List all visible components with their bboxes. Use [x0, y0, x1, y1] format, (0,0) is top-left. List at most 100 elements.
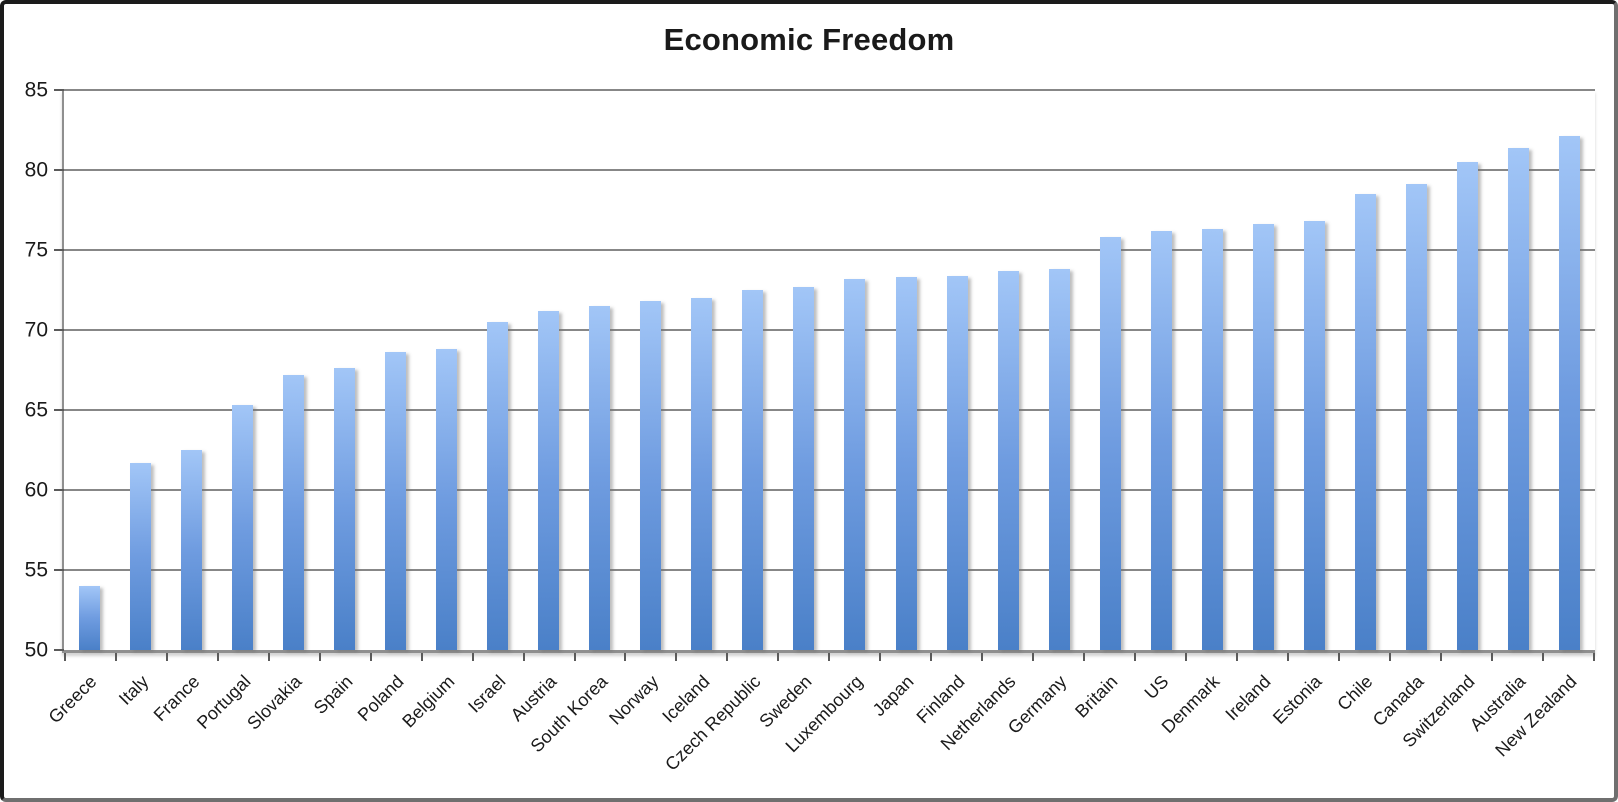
bar-column [1238, 90, 1289, 650]
x-axis-label: Britain [1071, 671, 1122, 722]
bar [1456, 162, 1478, 650]
x-axis-labels: Greece Italy France Portugal Slovakia Spain Po… [45, 664, 1593, 794]
x-axis-tick [675, 653, 678, 661]
x-axis-label: Belgium [398, 671, 459, 732]
y-axis-tick-label: 65 [24, 398, 48, 422]
bar [385, 352, 407, 650]
x-axis-label: Spain [309, 671, 357, 718]
bar [1252, 224, 1274, 650]
bar-column [421, 90, 472, 650]
x-axis-tick [573, 653, 576, 661]
x-axis-tick [1439, 653, 1442, 661]
x-axis-tick [1592, 653, 1595, 661]
x-axis-tick [267, 653, 270, 661]
bar [334, 368, 356, 650]
bar [181, 450, 203, 650]
bar-column [1187, 90, 1238, 650]
bar-column [217, 90, 268, 650]
gridline [64, 489, 1595, 491]
bar-column [1085, 90, 1136, 650]
bar-column [727, 90, 778, 650]
x-axis-label: Chile [1333, 671, 1377, 715]
bar-column [574, 90, 625, 650]
bar-column [778, 90, 829, 650]
bar [232, 405, 254, 650]
bar [1150, 230, 1172, 650]
x-axis-tick [420, 653, 423, 661]
gridline [64, 329, 1595, 331]
y-axis-tick-label: 50 [24, 638, 48, 662]
x-axis-tick [624, 653, 627, 661]
x-axis-label: Czech Republic [661, 671, 765, 775]
bar [895, 277, 917, 650]
y-axis-tick-label: 85 [24, 78, 48, 102]
bar-column [64, 90, 115, 650]
y-axis-tick [54, 409, 64, 411]
plot-area [54, 89, 1595, 661]
bar [844, 278, 866, 650]
x-axis-tick [216, 653, 219, 661]
bar [742, 290, 764, 650]
x-axis-tick [1337, 653, 1340, 661]
y-axis-tick-label: 75 [24, 238, 48, 262]
x-axis-tick [828, 653, 831, 661]
y-axis-tick-label: 60 [24, 478, 48, 502]
bar-column [268, 90, 319, 650]
bar [1405, 184, 1427, 650]
bar-column [115, 90, 166, 650]
bar-column [829, 90, 880, 650]
x-axis-tick [522, 653, 525, 661]
x-axis-label: Greece [45, 671, 101, 728]
y-axis-tick-label: 80 [24, 158, 48, 182]
bar [1354, 194, 1376, 650]
x-axis-label: Israel [463, 671, 510, 717]
x-axis-tick [1235, 653, 1238, 661]
x-axis-tick [1184, 653, 1187, 661]
x-axis-ticks [64, 653, 1595, 661]
chart-title: Economic Freedom [663, 22, 955, 57]
gridline [64, 249, 1595, 251]
x-axis-label: Italy [114, 671, 152, 709]
gridline [64, 89, 1595, 91]
bar-column [370, 90, 421, 650]
x-axis-tick [879, 653, 882, 661]
gridline [64, 169, 1595, 171]
bar [1048, 269, 1070, 650]
bar-column [1391, 90, 1442, 650]
bar [946, 275, 968, 650]
bar-column [1034, 90, 1085, 650]
bar [793, 286, 815, 650]
y-axis-labels: 50 55 60 65 70 75 80 85 [4, 80, 48, 661]
bar-column [1442, 90, 1493, 650]
y-axis-tick [54, 89, 64, 91]
x-axis-tick [1032, 653, 1035, 661]
bar-column [1493, 90, 1544, 650]
y-axis-tick [54, 249, 64, 251]
bar [436, 349, 458, 650]
bar [589, 306, 611, 650]
x-axis-tick [1541, 653, 1544, 661]
y-axis-tick [54, 329, 64, 331]
gridline [64, 409, 1595, 411]
x-axis-label: Ireland [1221, 671, 1275, 725]
bar-column [625, 90, 676, 650]
x-axis-tick [1134, 653, 1137, 661]
bar-column [1340, 90, 1391, 650]
bar [691, 298, 713, 650]
x-axis-tick [1490, 653, 1493, 661]
x-axis-tick [981, 653, 984, 661]
x-axis-label: Portugal [192, 671, 255, 733]
y-axis-tick-label: 70 [24, 318, 48, 342]
x-axis-tick [165, 653, 168, 661]
x-axis-label: Norway [605, 671, 663, 729]
x-axis-tick [930, 653, 933, 661]
x-axis-label: US [1140, 671, 1173, 704]
bar-column [166, 90, 217, 650]
bar [283, 374, 305, 650]
x-axis-tick [1083, 653, 1086, 661]
bar [130, 462, 152, 650]
bar [1558, 136, 1580, 650]
bars [64, 90, 1595, 650]
x-axis-tick [1286, 653, 1289, 661]
